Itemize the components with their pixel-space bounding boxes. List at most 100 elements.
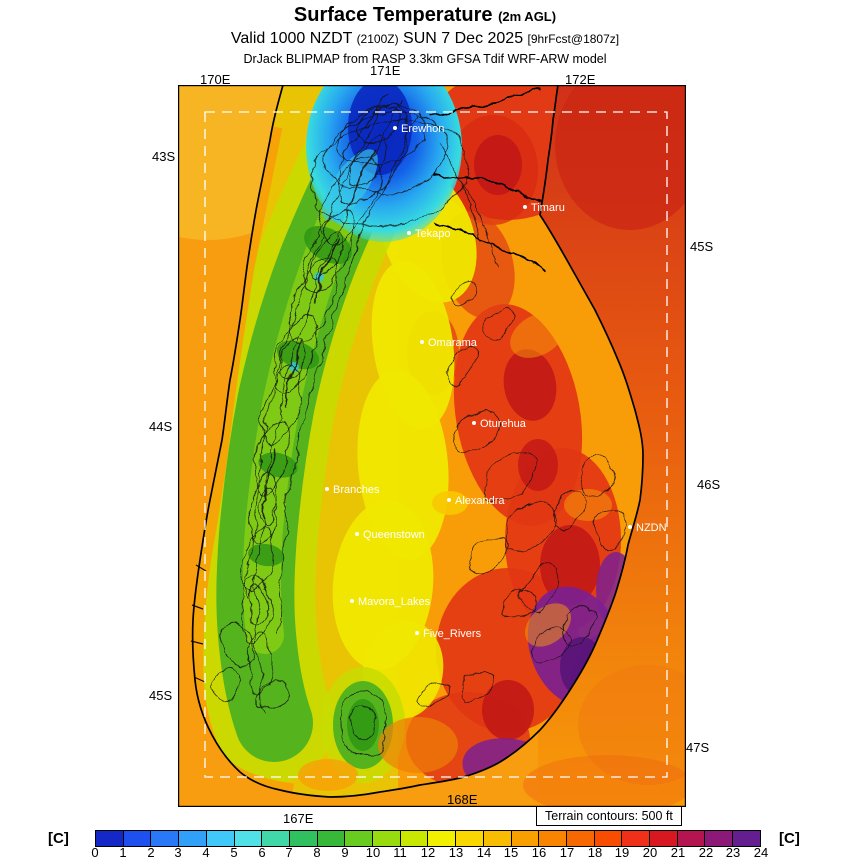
colorbar-tick: 10 [365,845,381,860]
colorbar-tick: 17 [559,845,575,860]
city-marker-branches: Branches [325,484,380,496]
grid-label-172e: 172E [565,72,596,87]
colorbar-segment [345,831,374,846]
terrain-contours-note: Terrain contours: 500 ft [536,806,682,826]
grid-label-45s-right: 45S [690,239,714,254]
city-marker-queenstown: Queenstown [355,529,425,541]
coastline [191,85,644,798]
colorbar-tick: 14 [476,845,492,860]
city-label: Queenstown [363,529,425,541]
city-marker-oturehua: Oturehua [472,418,527,430]
colorbar-segment [96,831,124,846]
colorbar-tick: 12 [420,845,436,860]
grid-label-44s: 44S [149,419,173,434]
colorbar-segment [677,831,706,846]
domain-boundary [204,111,668,778]
colorbar [95,830,761,847]
valid-time: Valid 1000 NZDT [230,30,357,47]
temperature-map: Erewhon Timaru Tekapo Omarama Oturehua B… [178,85,686,807]
ridge-lines [261,146,377,519]
colorbar-segment [179,831,207,846]
colorbar-ticks: 0 1 2 3 4 5 6 7 8 9 10 11 12 13 14 15 16… [0,846,850,859]
city-label: Five_Rivers [423,628,482,640]
city-marker-erewhon: Erewhon [393,123,444,135]
colorbar-tick: 1 [119,845,127,860]
city-dot [350,599,354,603]
colorbar-segment [705,831,734,846]
grid-label-171e: 171E [370,63,401,78]
colorbar-tick: 4 [202,845,210,860]
city-marker-tekapo: Tekapo [407,228,450,240]
colorbar-segment [483,831,512,846]
colorbar-tick: 22 [698,845,714,860]
colorbar-tick: 15 [503,845,519,860]
colorbar-tick: 18 [587,845,603,860]
colorbar-segment [594,831,623,846]
city-marker-omarama: Omarama [420,337,478,349]
city-dot [472,421,476,425]
city-marker-mavora-lakes: Mavora_Lakes [350,596,431,608]
colorbar-segment [234,831,263,846]
colorbar-tick: 5 [230,845,238,860]
city-dot [415,631,419,635]
colorbar-tick: 16 [531,845,547,860]
city-label: Oturehua [480,418,527,430]
river-lines [429,90,549,272]
city-label: Timaru [531,202,565,214]
colorbar-tick: 3 [174,845,182,860]
valid-date: SUN 7 Dec 2025 [398,30,528,47]
grid-label-45s-left: 45S [149,688,173,703]
grid-label-167e: 167E [283,811,314,826]
colorbar-tick: 13 [448,845,464,860]
city-dot [393,126,397,130]
colorbar-tick: 21 [670,845,686,860]
valid-line: Valid 1000 NZDT (2100Z) SUN 7 Dec 2025 [… [0,30,850,48]
colorbar-segment [539,831,567,846]
colorbar-segment [289,831,318,846]
colorbar-segment [511,831,540,846]
contour-lines [211,92,625,758]
colorbar-segment [262,831,290,846]
grid-label-47s: 47S [686,740,710,755]
city-dot [523,205,527,209]
grid-label-46s: 46S [697,477,721,492]
city-dot [325,487,329,491]
city-label: Tekapo [415,228,450,240]
colorbar-segment [650,831,678,846]
city-marker-alexandra: Alexandra [447,495,505,507]
page-title: Surface Temperature [293,4,493,26]
temperature-fill-layer [192,85,643,797]
city-label: Branches [333,484,380,496]
grid-label-43s: 43S [152,149,176,164]
colorbar-tick: 0 [91,845,99,860]
colorbar-segment [317,831,346,846]
colorbar-segment [400,831,429,846]
grid-label-168e: 168E [447,792,478,807]
city-dot [420,340,424,344]
colorbar-segment [151,831,180,846]
colorbar-segment [566,831,595,846]
colorbar-tick: 7 [285,845,293,860]
colorbar-tick: 8 [313,845,321,860]
city-label: Omarama [428,337,478,349]
city-label: Erewhon [401,123,444,135]
forecast-note: [9hrFcst@1807z] [527,32,620,46]
colorbar-tick: 24 [753,845,769,860]
colorbar-segment [373,831,401,846]
city-dot [355,532,359,536]
colorbar-unit-left: [C] [48,830,69,847]
colorbar-segment [206,831,235,846]
title-level-note: (2m AGL) [498,9,557,24]
city-dot [407,231,411,235]
colorbar-tick: 2 [147,845,155,860]
colorbar-segment [733,831,760,846]
colorbar-unit-right: [C] [779,830,800,847]
header: Surface Temperature (2m AGL) Valid 1000 … [0,4,850,66]
city-label: Mavora_Lakes [358,596,431,608]
city-dot [628,525,632,529]
colorbar-segment [428,831,457,846]
colorbar-tick: 9 [341,845,349,860]
colorbar-segment [456,831,484,846]
title-line: Surface Temperature (2m AGL) [0,4,850,27]
